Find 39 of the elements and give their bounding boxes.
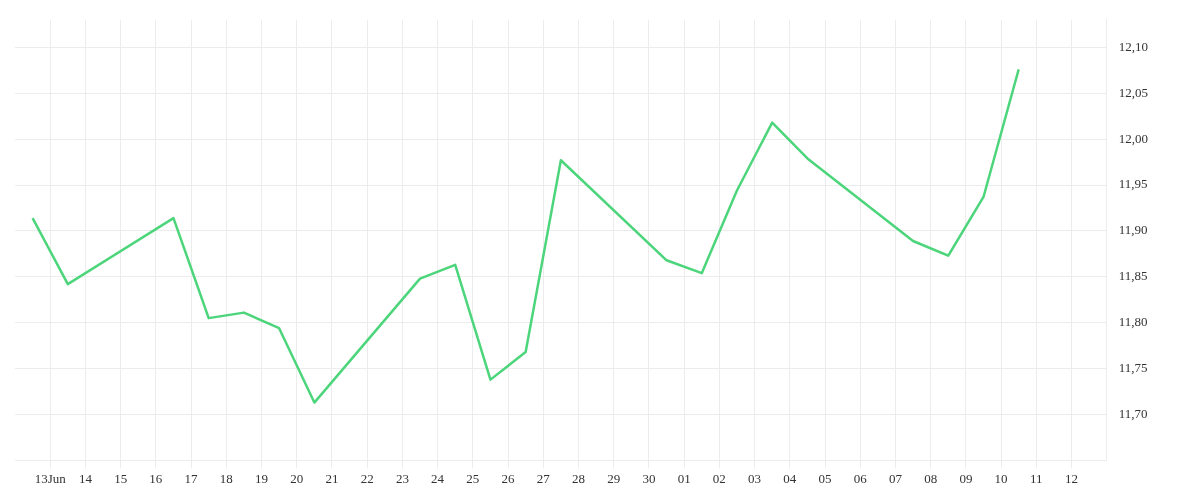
y-tick-label: 12,05 [1118, 84, 1148, 100]
y-tick-label: 11,75 [1118, 360, 1148, 376]
y-tick-label: 11,80 [1118, 314, 1148, 330]
x-tick-label: 09 [959, 470, 973, 486]
x-tick-label: 23 [395, 470, 409, 486]
x-tick-label: 03 [748, 470, 762, 486]
y-tick-label: 12,10 [1118, 38, 1148, 54]
x-tick-label: 24 [431, 470, 445, 486]
x-tick-label: 21 [325, 470, 339, 486]
x-tick-label: 10 [994, 470, 1008, 486]
x-tick-label: 14 [78, 470, 93, 486]
x-tick-label: 20 [290, 470, 304, 486]
x-tick-label: 15 [114, 470, 128, 486]
x-tick-label: 11 [1030, 470, 1043, 486]
y-tick-label: 11,85 [1118, 268, 1148, 284]
y-tick-label: 12,00 [1118, 130, 1148, 146]
x-tick-label: 25 [466, 470, 480, 486]
x-tick-label: 05 [818, 470, 832, 486]
x-tick-label: 30 [642, 470, 656, 486]
y-tick-label: 11,70 [1118, 405, 1148, 421]
x-tick-label: 08 [924, 470, 938, 486]
x-tick-label: 22 [360, 470, 374, 486]
x-tick-label: 18 [219, 470, 233, 486]
x-tick-label: 19 [255, 470, 269, 486]
x-tick-label: 02 [712, 470, 726, 486]
x-tick-label: 27 [536, 470, 551, 486]
x-tick-label: 26 [501, 470, 516, 486]
x-tick-label: 04 [783, 470, 797, 486]
x-tick-label: 28 [571, 470, 585, 486]
x-tick-label: 06 [853, 470, 868, 486]
y-tick-label: 11,90 [1118, 222, 1148, 238]
x-tick-label: 12 [1065, 470, 1079, 486]
x-tick-label: 29 [607, 470, 621, 486]
x-tick-label: 07 [888, 470, 903, 486]
x-tick-label: 13Jun [34, 470, 67, 486]
x-tick-label: 16 [149, 470, 163, 486]
x-tick-label: 01 [677, 470, 691, 486]
y-tick-label: 11,95 [1118, 176, 1148, 192]
x-tick-label: 17 [184, 470, 199, 486]
